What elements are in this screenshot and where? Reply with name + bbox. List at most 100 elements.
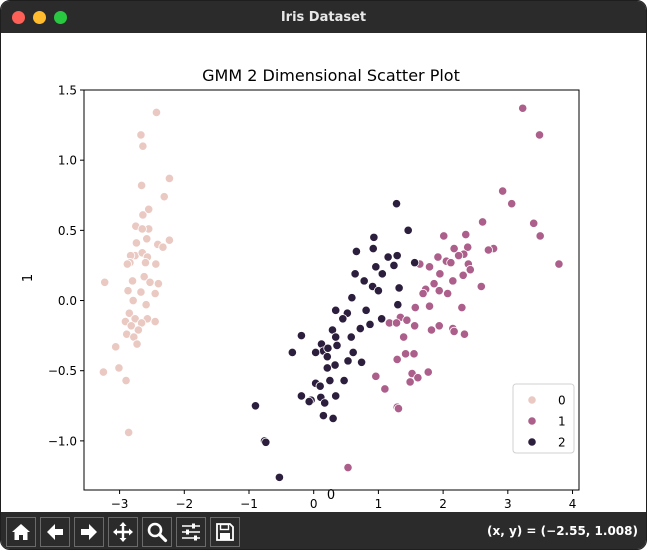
- data-point-series-2: [369, 232, 379, 242]
- y-tick-label: −1.0: [48, 434, 77, 448]
- data-point-series-1: [459, 329, 470, 339]
- data-point-series-2: [368, 243, 378, 254]
- chart-title: GMM 2 Dimensional Scatter Plot: [202, 66, 460, 85]
- back-button[interactable]: [40, 516, 70, 547]
- minimize-window-button[interactable]: [33, 11, 46, 24]
- data-point-series-1: [535, 231, 545, 241]
- home-button[interactable]: [6, 516, 36, 547]
- configure-subplots-button[interactable]: [176, 516, 206, 547]
- data-point-series-2: [320, 398, 330, 408]
- data-point-series-1: [554, 259, 564, 269]
- data-point-series-0: [144, 204, 154, 214]
- x-tick-label: −2: [175, 497, 193, 511]
- data-point-series-0: [138, 141, 148, 151]
- data-point-series-2: [274, 472, 285, 482]
- data-point-series-2: [287, 347, 297, 358]
- zoom-button[interactable]: [142, 516, 172, 547]
- data-point-series-0: [150, 288, 160, 299]
- data-point-series-0: [140, 258, 151, 268]
- data-point-series-2: [391, 199, 402, 209]
- home-icon: [12, 523, 30, 540]
- x-tick-label: −3: [111, 497, 129, 511]
- data-point-series-0: [124, 308, 134, 318]
- data-point-series-0: [136, 180, 147, 191]
- data-point-series-1: [402, 315, 412, 325]
- data-point-series-0: [138, 210, 148, 220]
- data-point-series-0: [139, 272, 149, 282]
- data-point-series-2: [328, 413, 338, 424]
- data-point-series-2: [318, 411, 329, 421]
- data-point-series-0: [131, 238, 142, 248]
- y-tick-label: −0.5: [48, 364, 77, 378]
- data-point-series-2: [361, 305, 371, 315]
- title-bar[interactable]: Iris Dataset: [1, 1, 646, 33]
- data-point-series-1: [434, 286, 444, 296]
- data-point-series-2: [351, 246, 362, 257]
- data-point-series-1: [463, 242, 473, 252]
- data-point-series-0: [151, 107, 162, 118]
- data-point-series-1: [413, 373, 423, 383]
- magnifier-icon: [147, 522, 168, 542]
- scatter-plot[interactable]: GMM 2 Dimensional Scatter Plot −3 −2 −1 0 1 2…: [1, 33, 646, 512]
- data-points: [98, 103, 564, 482]
- cursor-coordinates: (x, y) = (−2.55, 1.008): [486, 524, 638, 538]
- data-point-series-2: [393, 300, 403, 310]
- data-point-series-1: [476, 281, 486, 292]
- data-point-series-0: [124, 427, 134, 438]
- data-point-series-1: [409, 349, 419, 359]
- window-title: Iris Dataset: [280, 9, 367, 25]
- data-point-series-0: [121, 375, 131, 386]
- pan-button[interactable]: [108, 516, 138, 547]
- x-tick-label: 0: [310, 497, 318, 511]
- data-point-series-0: [100, 277, 110, 287]
- close-window-button[interactable]: [12, 11, 25, 24]
- data-point-series-0: [114, 363, 124, 373]
- data-point-series-1: [380, 384, 390, 394]
- data-point-series-1: [410, 321, 420, 331]
- data-point-series-2: [325, 375, 335, 386]
- data-point-series-1: [507, 199, 517, 209]
- legend-label-1: 1: [558, 415, 566, 429]
- data-point-series-1: [434, 321, 444, 331]
- data-point-series-0: [159, 192, 169, 202]
- data-point-series-2: [394, 283, 404, 293]
- maximize-window-button[interactable]: [54, 11, 67, 24]
- figure-canvas[interactable]: GMM 2 Dimensional Scatter Plot −3 −2 −1 0 1 2…: [1, 33, 646, 512]
- x-tick-label: 2: [439, 497, 447, 511]
- arrow-right-icon: [81, 523, 97, 540]
- data-point-series-2: [365, 319, 375, 329]
- data-point-series-2: [332, 340, 342, 351]
- y-axis: −1.0 −0.5 0.0 0.5 1.0 1.5: [48, 84, 84, 448]
- x-axis: −3 −2 −1 0 1 2 3 4: [111, 490, 576, 511]
- data-point-series-2: [311, 347, 321, 358]
- data-point-series-1: [424, 262, 435, 272]
- data-point-series-1: [465, 265, 475, 275]
- data-point-series-1: [343, 462, 353, 473]
- data-point-series-2: [356, 357, 367, 367]
- data-point-series-1: [400, 349, 411, 359]
- data-point-series-2: [392, 251, 402, 261]
- data-point-series-1: [433, 252, 443, 262]
- data-point-series-2: [331, 305, 341, 315]
- forward-button[interactable]: [74, 516, 104, 547]
- data-point-series-1: [483, 245, 494, 255]
- navigation-toolbar: (x, y) = (−2.55, 1.008): [1, 512, 646, 549]
- save-button[interactable]: [210, 516, 240, 547]
- data-point-series-1: [424, 301, 435, 311]
- arrow-left-icon: [47, 523, 63, 540]
- data-point-series-2: [322, 363, 332, 373]
- data-point-series-1: [371, 371, 381, 381]
- data-point-series-2: [383, 252, 393, 262]
- data-point-series-2: [389, 260, 399, 271]
- data-point-series-1: [399, 332, 409, 342]
- data-point-series-1: [439, 231, 449, 241]
- data-point-series-0: [127, 276, 138, 286]
- data-point-series-1: [429, 279, 439, 289]
- data-point-series-2: [315, 381, 325, 391]
- plot-area: [83, 89, 580, 491]
- data-point-series-1: [391, 318, 402, 328]
- data-point-series-0: [126, 321, 136, 331]
- data-point-series-1: [410, 302, 420, 313]
- x-tick-label: 3: [504, 497, 512, 511]
- data-point-series-2: [348, 347, 358, 358]
